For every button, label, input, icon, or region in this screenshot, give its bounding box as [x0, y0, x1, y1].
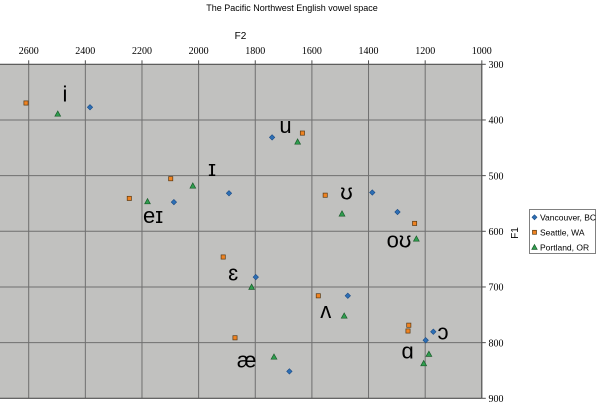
svg-text:1000: 1000 [472, 46, 492, 57]
svg-text:1800: 1800 [245, 46, 265, 57]
svg-text:ɔ: ɔ [438, 320, 449, 345]
svg-text:oʊ: oʊ [387, 227, 412, 252]
svg-text:ɑ: ɑ [401, 338, 413, 363]
svg-text:300: 300 [489, 60, 504, 71]
svg-text:ɛ: ɛ [228, 260, 238, 285]
svg-text:u: u [279, 113, 291, 138]
svg-text:800: 800 [489, 338, 504, 349]
svg-text:400: 400 [489, 116, 504, 127]
svg-text:F2: F2 [235, 31, 247, 42]
svg-text:æ: æ [237, 348, 257, 373]
svg-text:Portland, OR: Portland, OR [540, 243, 589, 253]
svg-text:500: 500 [489, 171, 504, 182]
svg-text:1600: 1600 [302, 46, 322, 57]
svg-text:900: 900 [489, 394, 504, 403]
svg-text:2600: 2600 [19, 46, 39, 57]
svg-text:600: 600 [489, 227, 504, 238]
svg-text:1200: 1200 [415, 46, 435, 57]
svg-text:Vancouver, BC: Vancouver, BC [540, 213, 596, 223]
svg-text:i: i [63, 82, 68, 107]
svg-text:eɪ: eɪ [143, 203, 163, 228]
svg-text:F1: F1 [510, 227, 521, 239]
svg-text:The Pacific Northwest English: The Pacific Northwest English vowel spac… [206, 3, 378, 13]
svg-text:2000: 2000 [189, 46, 209, 57]
svg-text:Seattle, WA: Seattle, WA [540, 228, 585, 238]
svg-text:ʊ: ʊ [340, 179, 353, 204]
svg-text:ɪ: ɪ [208, 156, 216, 181]
svg-text:2400: 2400 [75, 46, 95, 57]
svg-text:700: 700 [489, 283, 504, 294]
svg-text:2200: 2200 [132, 46, 152, 57]
svg-text:1400: 1400 [359, 46, 379, 57]
svg-text:ʌ: ʌ [320, 298, 331, 323]
